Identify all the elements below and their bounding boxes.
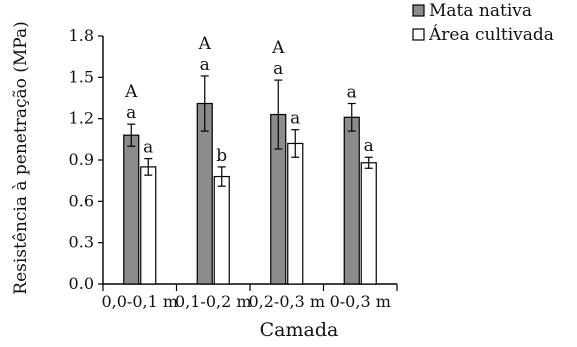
x-tick-label: 0,0-0,1 m bbox=[101, 292, 178, 311]
significance-letter: a bbox=[273, 59, 283, 79]
bar-area-cultivada bbox=[287, 142, 304, 285]
x-tick-label: 0-0,3 m bbox=[330, 292, 391, 311]
x-axis-title: Camada bbox=[260, 319, 339, 341]
y-tick-label: 0.9 bbox=[69, 150, 94, 169]
x-tick-label: 0,1-0,2 m bbox=[175, 292, 252, 311]
group-letter: A bbox=[198, 34, 212, 54]
significance-letter: a bbox=[143, 138, 153, 158]
y-tick-label: 1.2 bbox=[69, 109, 94, 128]
bar-area-cultivada bbox=[140, 166, 157, 285]
y-axis-title: Resistência à penetração (MPa) bbox=[11, 21, 31, 294]
x-tick-label: 0,2-0,3 m bbox=[248, 292, 325, 311]
significance-letter: a bbox=[126, 103, 136, 123]
significance-letter: a bbox=[364, 136, 374, 156]
y-tick-label: 1.5 bbox=[69, 67, 94, 86]
bar-area-cultivada bbox=[213, 175, 230, 285]
legend-label: Mata nativa bbox=[429, 1, 532, 21]
significance-letter: a bbox=[200, 55, 210, 75]
legend-swatch bbox=[412, 4, 425, 17]
y-tick-label: 1.8 bbox=[69, 26, 94, 45]
group-letter: A bbox=[124, 82, 138, 102]
y-tick-label: 0.0 bbox=[69, 274, 94, 293]
group-letter: A bbox=[271, 38, 285, 58]
significance-letter: a bbox=[347, 83, 357, 103]
bar-area-cultivada bbox=[360, 162, 377, 285]
significance-letter: a bbox=[290, 109, 300, 129]
legend-label: Área cultivada bbox=[428, 24, 554, 45]
y-tick-label: 0.3 bbox=[69, 233, 94, 252]
legend-swatch bbox=[412, 28, 425, 41]
bar-mata-nativa bbox=[343, 116, 360, 285]
significance-letter: b bbox=[216, 146, 227, 166]
bar-mata-nativa bbox=[123, 134, 140, 285]
y-tick-label: 0.6 bbox=[69, 191, 94, 210]
